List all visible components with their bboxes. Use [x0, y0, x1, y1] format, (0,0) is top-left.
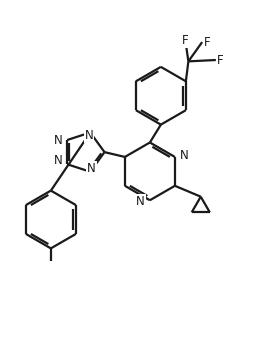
Text: N: N [136, 195, 145, 208]
Text: F: F [217, 53, 224, 67]
Text: N: N [87, 162, 96, 175]
Text: N: N [54, 154, 63, 167]
Text: F: F [204, 36, 210, 49]
Text: N: N [54, 134, 62, 147]
Text: N: N [180, 149, 189, 162]
Text: N: N [84, 129, 93, 142]
Text: F: F [182, 34, 189, 47]
